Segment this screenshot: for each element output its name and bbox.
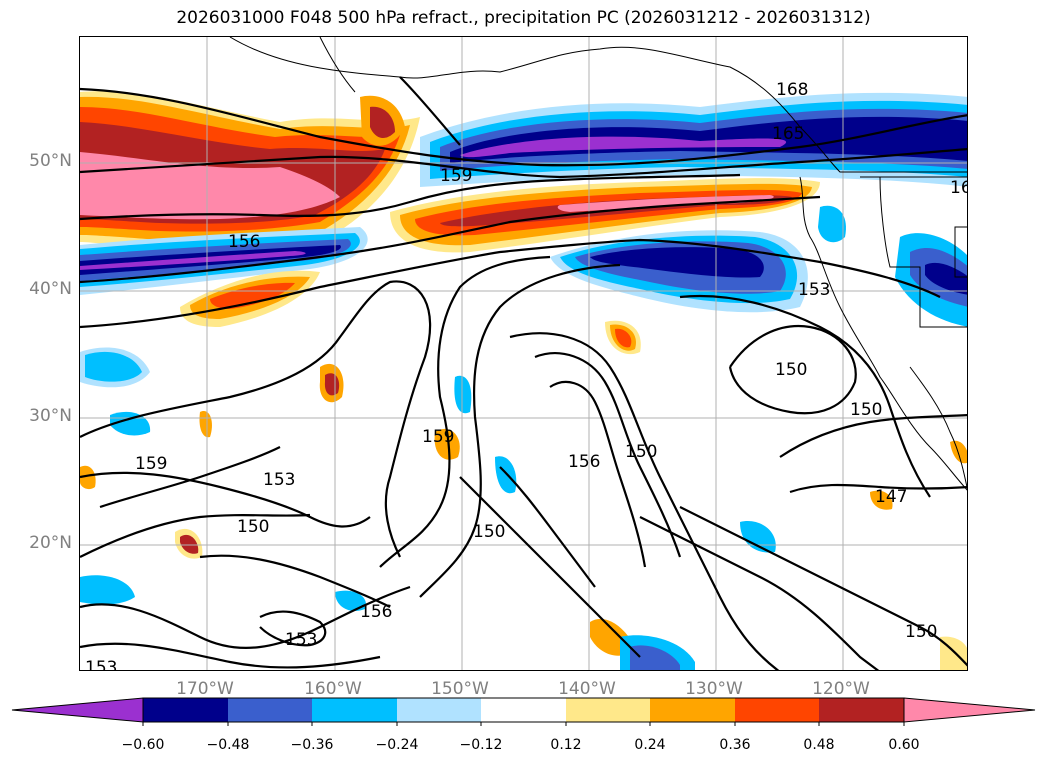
- lon-label-140w: 140°W: [558, 679, 616, 699]
- lon-label-150w: 150°W: [431, 679, 489, 699]
- contour-label-159c: 159: [422, 427, 454, 447]
- map-panel[interactable]: 168 165 16 159 156 153 150 150 159 153 1…: [79, 36, 968, 671]
- colorbar-tick: −0.24: [375, 737, 419, 753]
- colorbar-tick: 0.48: [803, 737, 835, 753]
- map-title: 2026031000 F048 500 hPa refract., precip…: [176, 8, 871, 28]
- colorbar-bin: [819, 698, 904, 722]
- contour-label-150c: 150: [237, 517, 269, 537]
- colorbar-tick: −0.12: [459, 737, 503, 753]
- lon-label-160w: 160°W: [304, 679, 362, 699]
- contour-label-16: 16: [950, 178, 968, 198]
- colorbar: [11, 697, 1036, 726]
- contour-label-165: 165: [772, 124, 804, 144]
- contour-label-159b: 159: [135, 454, 167, 474]
- contour-label-153b: 153: [263, 470, 295, 490]
- colorbar-tick: −0.60: [121, 737, 165, 753]
- coastlines: [229, 37, 967, 491]
- contour-label-156b: 156: [568, 452, 600, 472]
- graticule: [80, 37, 967, 670]
- contour-label-150b: 150: [850, 400, 882, 420]
- map-canvas: 168 165 16 159 156 153 150 150 159 153 1…: [80, 37, 968, 671]
- colorbar-tick: −0.48: [206, 737, 250, 753]
- colorbar-bin: [650, 698, 735, 722]
- colorbar-bin: [566, 698, 650, 722]
- colorbar-tick: 0.12: [550, 737, 582, 753]
- colorbar-bin: [228, 698, 312, 722]
- colorbar-bin: [397, 698, 481, 722]
- lat-label-50n: 50°N: [29, 151, 72, 171]
- lon-label-170w: 170°W: [176, 679, 234, 699]
- lat-label-20n: 20°N: [29, 533, 72, 553]
- colorbar-bin: [735, 698, 819, 722]
- height-contours: [80, 76, 967, 670]
- colorbar-tick: −0.36: [290, 737, 334, 753]
- colorbar-tick: 0.36: [719, 737, 751, 753]
- contour-label-153d: 153: [85, 658, 117, 671]
- contour-label-147: 147: [875, 487, 907, 507]
- contour-label-159: 159: [440, 166, 472, 186]
- colorbar-tick: 0.24: [634, 737, 666, 753]
- colorbar-bin: [312, 698, 397, 722]
- contour-label-168: 168: [776, 80, 808, 100]
- lat-label-30n: 30°N: [29, 406, 72, 426]
- colorbar-extend-high: [903, 697, 1036, 723]
- colorbar-extend-low: [11, 697, 144, 723]
- contour-label-153c: 153: [285, 630, 317, 650]
- lon-label-120w: 120°W: [812, 679, 870, 699]
- contour-label-150d: 150: [473, 522, 505, 542]
- contour-label-156: 156: [228, 232, 260, 252]
- contour-label-159d: 150: [625, 442, 657, 462]
- lon-label-130w: 130°W: [685, 679, 743, 699]
- colorbar-bin: [481, 698, 566, 722]
- lat-label-40n: 40°N: [29, 279, 72, 299]
- contour-label-153: 153: [798, 280, 830, 300]
- colorbar-tick: 0.60: [888, 737, 920, 753]
- colorbar-bin: [143, 698, 228, 722]
- contour-labels: 168 165 16 159 156 153 150 150 159 153 1…: [85, 80, 968, 671]
- contour-label-150e: 150: [905, 622, 937, 642]
- precip-fill-layer: [80, 91, 967, 670]
- contour-label-156c: 156: [360, 602, 392, 622]
- contour-label-150a: 150: [775, 360, 807, 380]
